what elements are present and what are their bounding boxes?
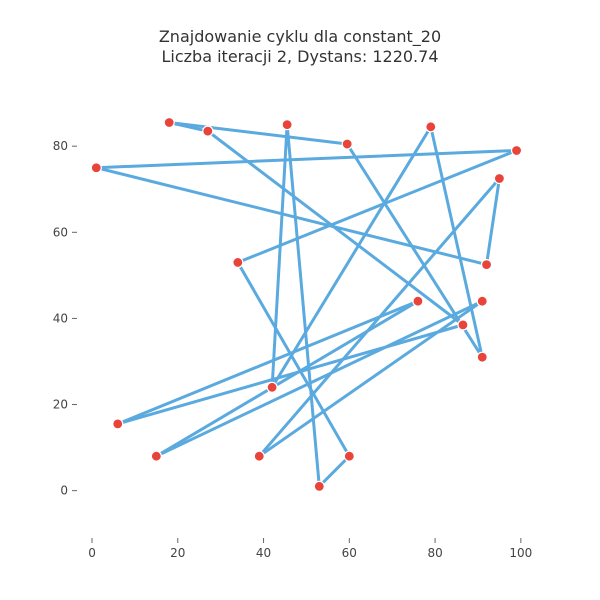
cycle-edge: [116, 323, 465, 426]
x-tick-label: 0: [88, 546, 96, 560]
cycle-edge: [429, 125, 484, 359]
y-tick-label: 60: [53, 225, 68, 239]
cycle-edge: [236, 260, 351, 458]
city-point: [476, 295, 488, 307]
axes: 0 20 40 60 80 100 0 20 40 60 80: [53, 139, 533, 560]
cycle-edge: [317, 454, 351, 488]
city-point: [281, 119, 293, 131]
city-point: [90, 162, 102, 174]
city-point: [412, 295, 424, 307]
x-tick-label: 20: [170, 546, 185, 560]
cycle-edge: [206, 129, 465, 327]
cycle-edge: [270, 123, 289, 389]
cycle-nodes: [90, 116, 523, 492]
chart-title: Znajdowanie cyklu dla constant_20: [159, 27, 441, 47]
city-point: [480, 258, 493, 271]
cycle-edge: [257, 299, 484, 458]
city-point: [232, 256, 244, 269]
cycle-edge: [154, 299, 484, 458]
city-point: [202, 125, 214, 137]
city-point: [163, 116, 175, 129]
cycle-edge: [116, 299, 420, 426]
y-tick-label: 40: [53, 311, 68, 325]
chart-subtitle: Liczba iteracji 2, Dystans: 1220.74: [162, 47, 439, 66]
city-point: [112, 418, 124, 430]
x-tick-label: 60: [342, 546, 357, 560]
y-tick-label: 80: [53, 139, 68, 153]
cycle-edge: [167, 121, 349, 146]
x-tick-label: 80: [427, 546, 442, 560]
city-point: [253, 450, 265, 462]
city-point: [476, 351, 488, 363]
city-point: [425, 121, 437, 133]
cycle-edge: [94, 149, 519, 170]
city-point: [150, 450, 162, 462]
cycle-edge: [270, 125, 433, 389]
cycle-edges: [94, 121, 519, 488]
cycle-edge: [94, 166, 489, 267]
city-point: [266, 381, 278, 393]
city-point: [510, 144, 523, 157]
y-tick-label: 20: [53, 398, 68, 412]
city-point: [341, 138, 353, 150]
x-tick-label: 40: [256, 546, 271, 560]
city-point: [457, 319, 469, 331]
cycle-edge: [154, 299, 420, 458]
x-tick-label: 100: [509, 546, 532, 560]
cycle-edge: [236, 149, 519, 264]
city-point: [313, 480, 325, 492]
cycle-edge: [485, 176, 501, 267]
cycle-edge: [285, 123, 321, 488]
y-tick-label: 0: [60, 484, 68, 498]
city-point: [493, 172, 506, 185]
city-point: [343, 450, 355, 462]
